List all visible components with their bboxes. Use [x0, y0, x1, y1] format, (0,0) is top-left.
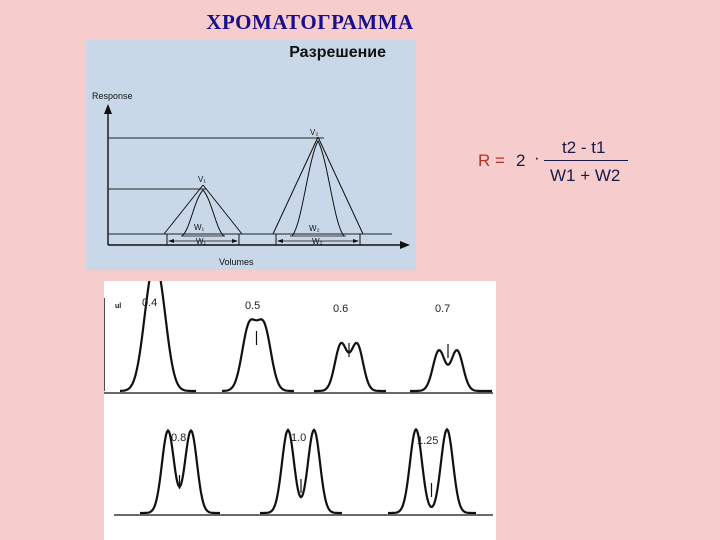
peak1-curve — [181, 189, 225, 237]
page-title: ХРОМАТОГРАММА — [206, 10, 414, 34]
width2-top-label: W₂ — [309, 224, 320, 233]
resolution-label-2: 0.6 — [333, 303, 348, 315]
resolution-label-1: 0.5 — [245, 300, 260, 312]
peak2-tangent-left — [272, 136, 319, 235]
chromatogram-trace-3 — [410, 348, 492, 393]
peak1-label: V₁ — [198, 175, 206, 184]
chromatogram-trace-6 — [388, 427, 476, 515]
chromatogram-trace-5 — [260, 428, 342, 515]
width2-bottom-label: W₂ — [312, 237, 323, 246]
formula-operator: · — [534, 148, 540, 167]
chromatograms-svg: ul 0.4 0.5 0.6 0.7 0.8 1.0 1.25 — [104, 281, 493, 516]
peak1-tangent-left — [163, 184, 204, 235]
peak1-tangent-right — [202, 184, 243, 235]
diagram-heading: Разрешение — [289, 44, 386, 61]
chromatogram-trace-0 — [120, 281, 196, 393]
formula-lhs: R = — [478, 151, 505, 170]
y-axis-arrow — [104, 104, 112, 114]
formula-denominator: W1 + W2 — [550, 166, 621, 185]
resolution-label-6: 1.25 — [417, 435, 438, 447]
peak2-curve — [291, 139, 345, 237]
resolution-formula: R = 2 · t2 - t1 W1 + W2 — [478, 138, 678, 190]
formula-factor: 2 — [516, 151, 526, 170]
chromatogram-trace-2 — [314, 341, 386, 393]
resolution-label-5: 1.0 — [291, 432, 306, 444]
x-axis-label: Volumes — [219, 257, 254, 267]
resolution-label-0: 0.4 — [142, 297, 157, 309]
formula-numerator: t2 - t1 — [562, 138, 606, 157]
chromatogram-examples: ul 0.4 0.5 0.6 0.7 0.8 1.0 1.25 — [104, 281, 496, 540]
width1-bottom-label: W₁ — [196, 237, 207, 246]
chromatogram-curves — [120, 281, 492, 515]
chromatogram-trace-1 — [221, 318, 294, 393]
peak2-label: V₂ — [310, 128, 318, 137]
y-axis-label: Response — [92, 91, 133, 101]
fraction-bar — [544, 160, 628, 161]
peak2-tangent-right — [317, 136, 364, 235]
resolution-diagram: Разрешение Response Volumes V₁ W₁ W₁ — [86, 40, 416, 270]
width1-top-label: W₁ — [194, 223, 205, 232]
diagram-svg: Response Volumes V₁ W₁ W₁ V₂ W₂ W₂ — [92, 91, 410, 267]
x-axis-arrow — [400, 241, 410, 249]
resolution-label-3: 0.7 — [435, 303, 450, 315]
axis-label: ul — [115, 303, 121, 310]
resolution-label-4: 0.8 — [171, 432, 186, 444]
